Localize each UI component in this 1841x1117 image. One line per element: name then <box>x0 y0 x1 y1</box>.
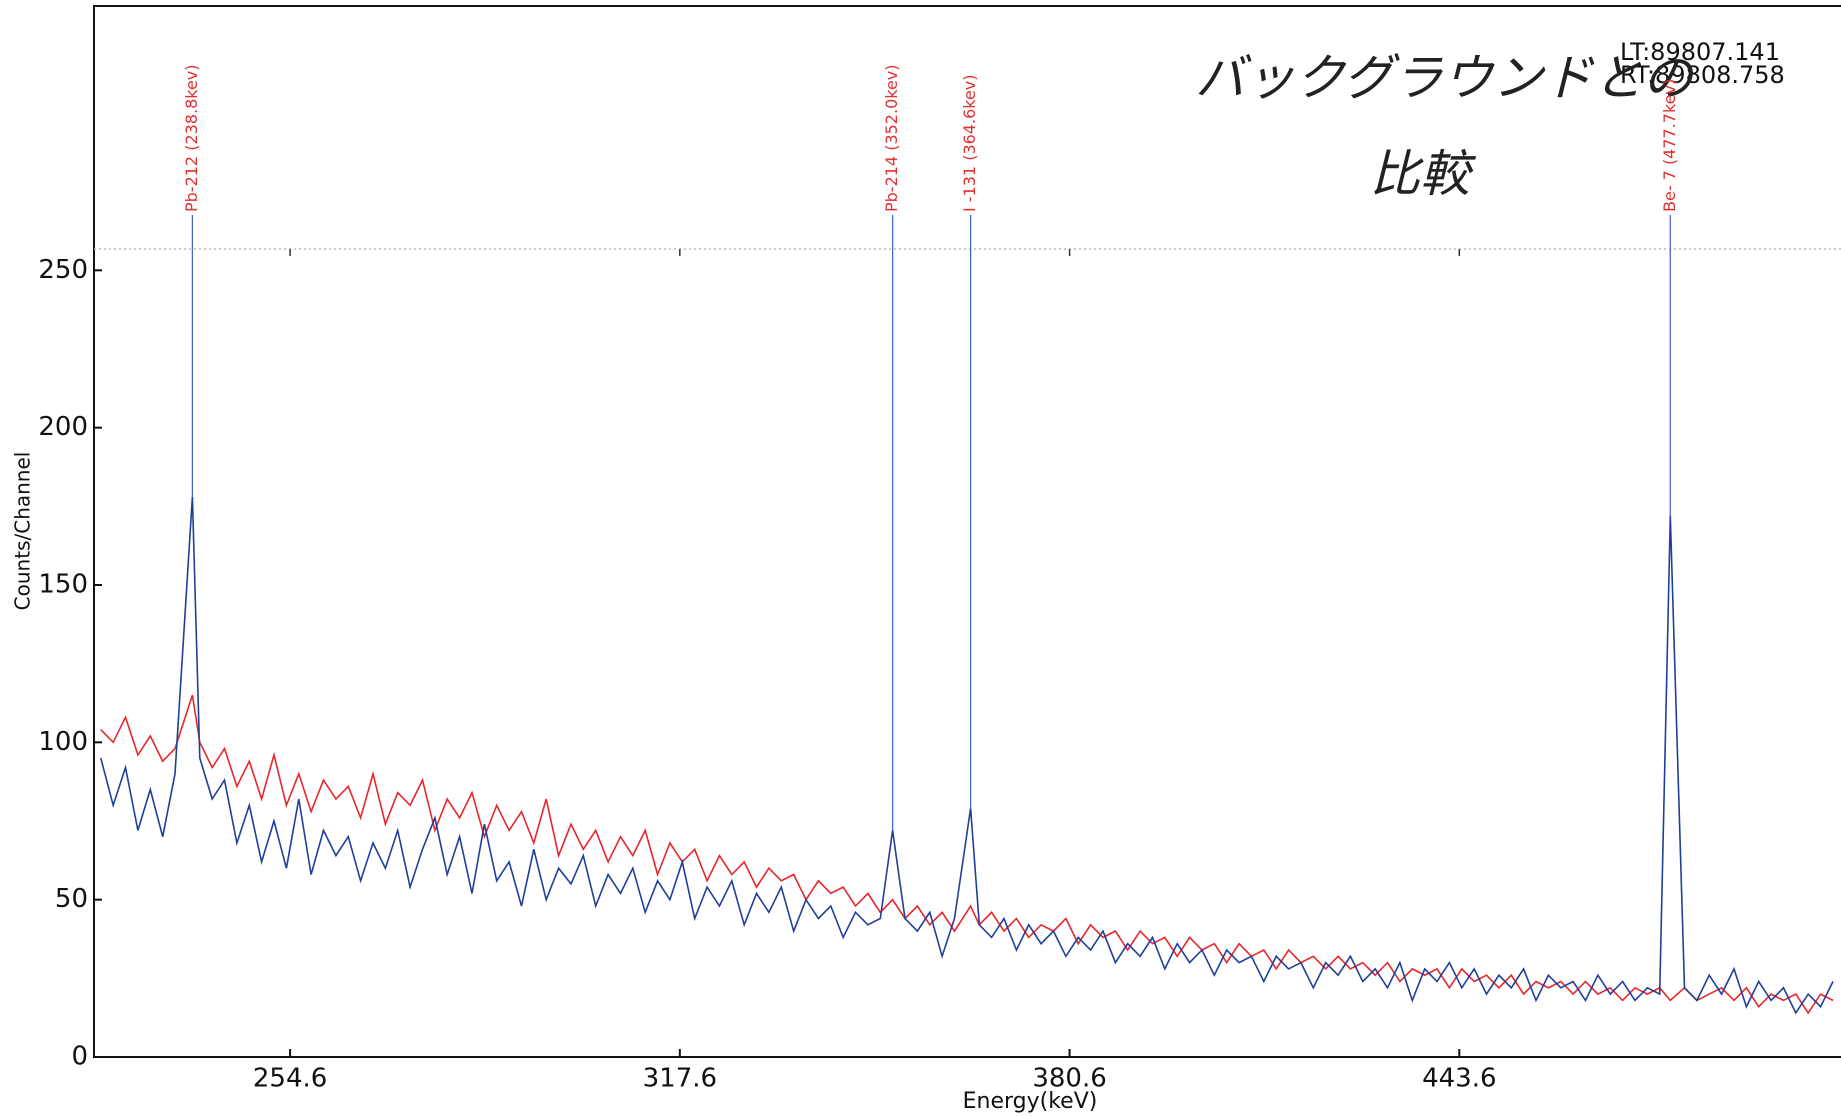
x-tick-label: 380.6 <box>1032 1064 1106 1094</box>
y-tick-label: 0 <box>71 1042 88 1072</box>
handwritten-note: 比較 <box>1370 145 1477 203</box>
spectrum-line <box>100 496 1834 1015</box>
peak-label: Be- 7 (477.7kev) <box>1660 79 1679 212</box>
x-axis-label: Energy(keV) <box>963 1089 1098 1114</box>
peak-label: Pb-212 (238.8kev) <box>182 65 201 213</box>
y-tick-label: 250 <box>38 255 88 285</box>
real-time: RT:89808.758 <box>1620 61 1785 89</box>
peak-label: I -131 (364.6kev) <box>960 75 979 213</box>
y-tick-label: 100 <box>38 727 88 757</box>
y-tick-label: 150 <box>38 569 88 599</box>
y-tick-label: 50 <box>55 884 88 914</box>
x-tick-label: 317.6 <box>643 1064 717 1094</box>
live-time: LT:89807.141 <box>1620 38 1780 66</box>
x-tick-label: 254.6 <box>253 1064 327 1094</box>
y-axis-label: Counts/Channel <box>11 452 35 611</box>
spectrum-line <box>100 694 1834 1015</box>
peak-label: Pb-214 (352.0kev) <box>882 65 901 213</box>
handwritten-note: バックグラウンドとの <box>1195 49 1695 107</box>
plot-frame <box>93 5 1841 1058</box>
x-tick-label: 443.6 <box>1422 1064 1496 1094</box>
y-tick-label: 200 <box>38 412 88 442</box>
